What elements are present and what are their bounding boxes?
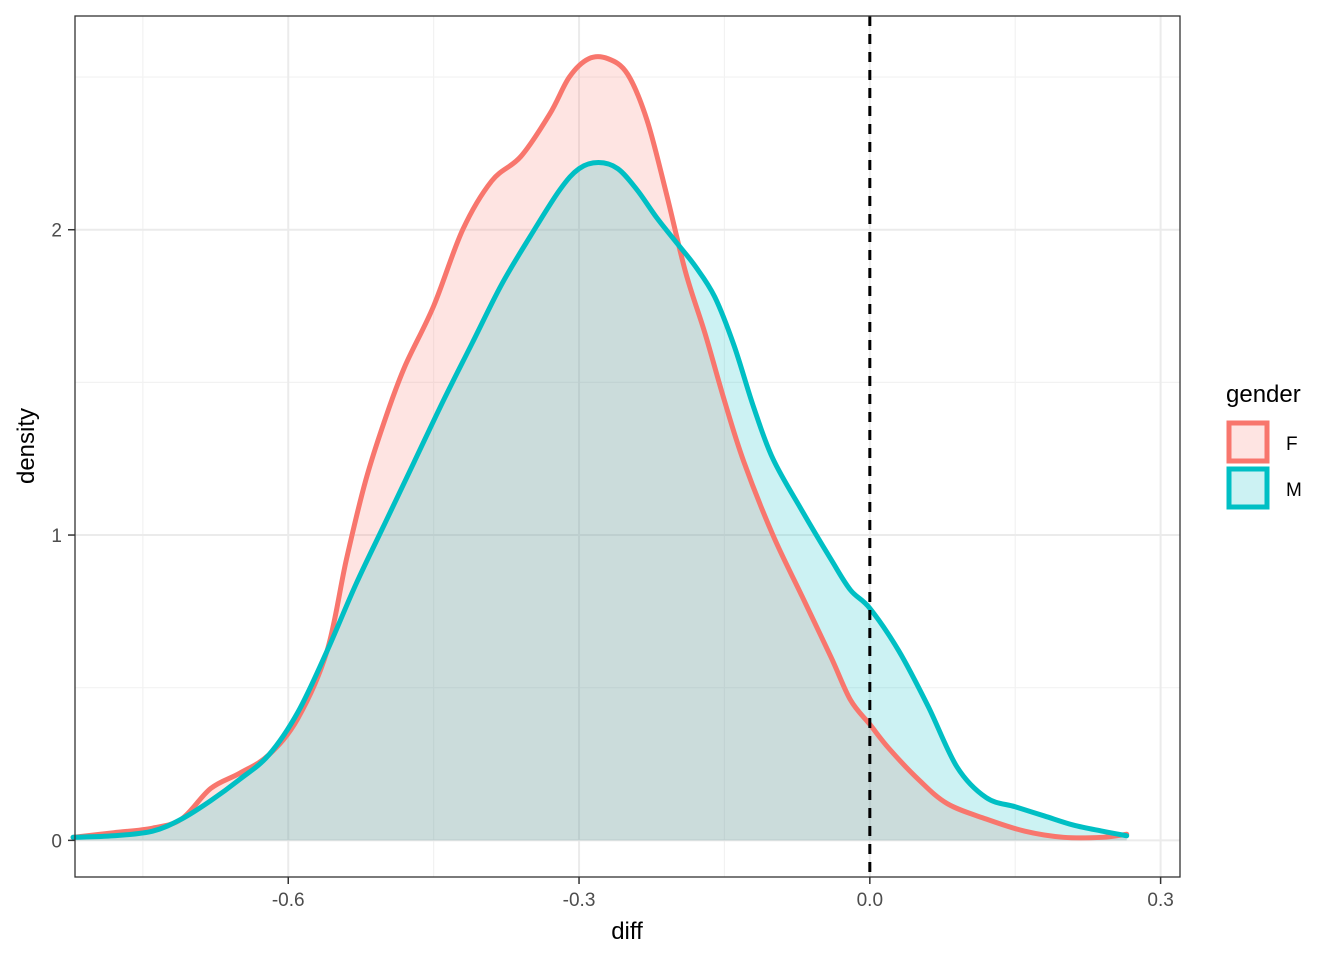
x-tick-label: 0.0 (857, 890, 883, 911)
x-axis-title: diff (611, 918, 643, 945)
density-line-M (70, 160, 1130, 840)
legend: gender FM (1226, 381, 1302, 510)
x-tick-label: -0.6 (272, 890, 305, 911)
legend-items: FM (1226, 420, 1302, 510)
plot-panel-border (74, 15, 1181, 878)
y-axis-title: density (13, 408, 40, 484)
x-tick-label: -0.3 (563, 890, 596, 911)
density-areas (73, 56, 1127, 841)
density-lines (70, 54, 1130, 841)
x-tick-label: 0.3 (1147, 890, 1173, 911)
x-axis-ticks: -0.6 -0.3 0.0 0.3 (272, 877, 1174, 911)
density-line-F (70, 54, 1130, 841)
y-axis-ticks: 0 1 2 (51, 221, 75, 852)
density-area-F (73, 56, 1127, 841)
legend-key-M (1226, 466, 1270, 510)
y-tick-label: 1 (51, 526, 62, 547)
legend-label-M: M (1286, 480, 1302, 501)
y-tick-label: 0 (51, 831, 62, 852)
y-tick-label: 2 (51, 221, 62, 242)
grid-lines (75, 16, 1180, 877)
legend-title: gender (1226, 381, 1301, 408)
legend-key-F (1226, 420, 1270, 464)
density-area-M (73, 162, 1127, 841)
legend-label-F: F (1286, 434, 1298, 455)
